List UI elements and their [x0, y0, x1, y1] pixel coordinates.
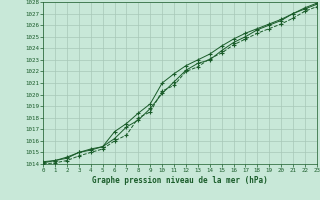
X-axis label: Graphe pression niveau de la mer (hPa): Graphe pression niveau de la mer (hPa): [92, 176, 268, 185]
